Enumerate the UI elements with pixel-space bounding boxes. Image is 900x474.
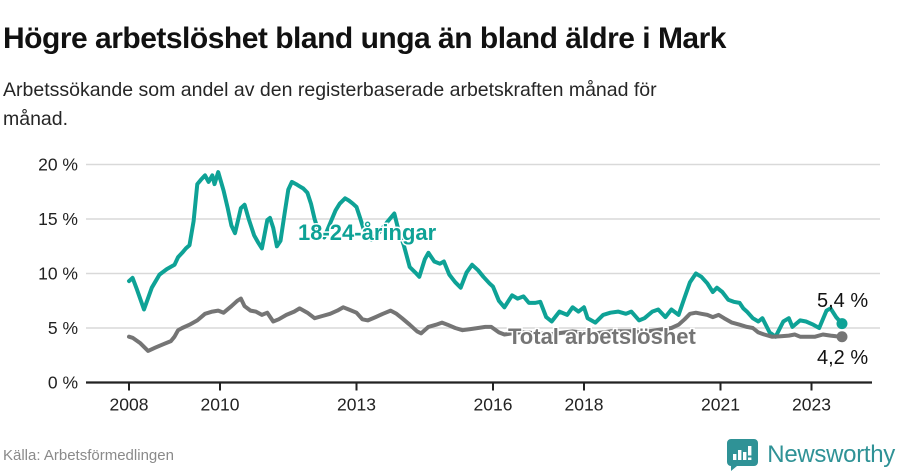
x-tick-label: 2021 [701, 395, 740, 415]
y-tick-label: 20 % [38, 155, 78, 175]
x-tick-label: 2016 [474, 395, 513, 415]
y-tick-label: 0 % [48, 373, 78, 393]
unemployment-line-chart: 0 % 5 % 10 % 15 % 20 % 2008 2010 2013 2016 2018 20… [38, 155, 880, 415]
grid-layer [86, 163, 880, 329]
chart-subtitle: Arbetssökande som andel av den registerb… [3, 78, 657, 131]
series-end-dot-young [836, 318, 848, 330]
series-label-young: 18-24-åringar [298, 220, 437, 245]
series-line-young [127, 170, 844, 339]
series-end-dot-total [836, 331, 848, 343]
y-tick-label: 5 % [48, 318, 78, 338]
source-note: Källa: Arbetsförmedlingen [3, 447, 174, 464]
end-value-young: 5,4 % [817, 290, 868, 312]
series-label-total: Total arbetslöshet [508, 324, 697, 349]
y-tick-label: 10 % [38, 264, 78, 284]
page-title: Högre arbetslöshet bland unga än bland ä… [3, 22, 726, 56]
y-tick-label: 15 % [38, 209, 78, 229]
plot-layer [127, 170, 848, 353]
x-tick-label: 2010 [201, 395, 240, 415]
end-value-total: 4,2 % [817, 347, 868, 369]
x-tick-label: 2018 [565, 395, 604, 415]
x-tick-label: 2013 [337, 395, 376, 415]
brand-name: Newsworthy [767, 440, 895, 468]
series-line-total [127, 296, 844, 353]
newsworthy-icon [727, 439, 759, 471]
x-tick-label: 2023 [792, 395, 831, 415]
x-tick-label: 2008 [110, 395, 149, 415]
brand-logo: Newsworthy [726, 438, 895, 471]
axis-layer: 0 % 5 % 10 % 15 % 20 % 2008 2010 2013 2016 2018 20… [38, 155, 872, 415]
